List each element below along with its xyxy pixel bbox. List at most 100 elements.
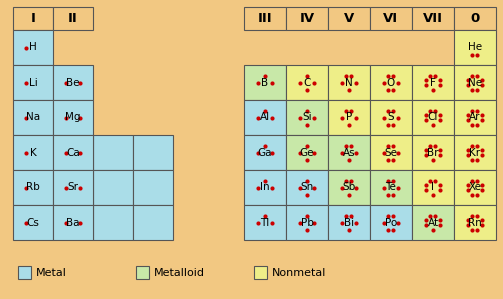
Bar — [328, 135, 370, 170]
Bar — [454, 65, 496, 100]
Bar — [454, 135, 496, 170]
Text: K: K — [30, 147, 36, 158]
Bar — [18, 266, 31, 278]
Bar — [328, 170, 370, 205]
Bar — [412, 135, 454, 170]
Bar — [93, 170, 133, 205]
Text: Rb: Rb — [26, 182, 40, 193]
Bar — [286, 205, 328, 240]
Text: Nonmetal: Nonmetal — [272, 268, 326, 278]
Text: Sr: Sr — [67, 182, 78, 193]
Text: H: H — [29, 42, 37, 53]
Bar — [412, 205, 454, 240]
Text: Kr: Kr — [469, 147, 480, 158]
Bar — [370, 135, 412, 170]
Text: Pb: Pb — [301, 217, 313, 228]
Bar — [244, 135, 286, 170]
Bar — [454, 100, 496, 135]
Text: Metal: Metal — [36, 268, 67, 278]
Text: Li: Li — [29, 77, 37, 88]
Text: Xe: Xe — [468, 182, 481, 193]
Text: As: As — [343, 147, 355, 158]
Bar — [244, 65, 286, 100]
Text: Si: Si — [302, 112, 312, 123]
Bar — [53, 135, 93, 170]
Text: Ar: Ar — [469, 112, 481, 123]
Bar — [13, 30, 53, 65]
Text: Se: Se — [384, 147, 397, 158]
Bar — [244, 205, 286, 240]
Text: B: B — [262, 77, 269, 88]
Bar — [13, 7, 53, 30]
Bar — [136, 266, 149, 278]
Bar — [244, 7, 286, 30]
Bar — [13, 135, 53, 170]
Bar — [412, 65, 454, 100]
Text: VII: VII — [423, 12, 443, 25]
Bar — [286, 135, 328, 170]
Bar — [53, 170, 93, 205]
Bar — [412, 170, 454, 205]
Text: IV: IV — [299, 12, 314, 25]
Text: S: S — [388, 112, 394, 123]
Bar — [286, 100, 328, 135]
Bar — [370, 205, 412, 240]
Bar — [133, 205, 173, 240]
Text: Ca: Ca — [66, 147, 80, 158]
Bar — [13, 205, 53, 240]
Bar — [244, 100, 286, 135]
Bar — [286, 170, 328, 205]
Bar — [454, 7, 496, 30]
Bar — [53, 205, 93, 240]
Text: Rn: Rn — [468, 217, 482, 228]
Bar — [454, 205, 496, 240]
Text: Tl: Tl — [261, 217, 270, 228]
Bar — [412, 100, 454, 135]
Text: P: P — [346, 112, 352, 123]
Text: F: F — [430, 77, 436, 88]
Text: Cl: Cl — [428, 112, 438, 123]
Text: Sn: Sn — [300, 182, 314, 193]
Text: O: O — [387, 77, 395, 88]
Text: 0: 0 — [470, 12, 480, 25]
Bar — [286, 65, 328, 100]
Text: In: In — [260, 182, 270, 193]
Text: I: I — [31, 12, 35, 25]
Bar — [244, 170, 286, 205]
Text: Po: Po — [385, 217, 397, 228]
Text: N: N — [345, 77, 353, 88]
Text: Ne: Ne — [468, 77, 482, 88]
Text: Te: Te — [386, 182, 396, 193]
Bar — [454, 30, 496, 65]
Bar — [254, 266, 267, 278]
Text: At: At — [428, 217, 439, 228]
Text: Na: Na — [26, 112, 40, 123]
Bar — [286, 7, 328, 30]
Bar — [53, 7, 93, 30]
Text: Ga: Ga — [258, 147, 272, 158]
Text: Metalloid: Metalloid — [154, 268, 205, 278]
Text: C: C — [303, 77, 311, 88]
Text: He: He — [468, 42, 482, 53]
Bar — [133, 170, 173, 205]
Bar — [328, 65, 370, 100]
Text: Mg: Mg — [65, 112, 81, 123]
Text: Ge: Ge — [300, 147, 314, 158]
Bar — [13, 100, 53, 135]
Text: II: II — [68, 12, 78, 25]
Bar — [370, 7, 412, 30]
Text: Al: Al — [260, 112, 270, 123]
Bar — [53, 100, 93, 135]
Bar — [370, 170, 412, 205]
Text: V: V — [344, 12, 354, 25]
Text: Sb: Sb — [343, 182, 356, 193]
Bar — [93, 205, 133, 240]
Text: Ba: Ba — [66, 217, 80, 228]
Bar — [454, 170, 496, 205]
Bar — [13, 65, 53, 100]
Bar — [328, 7, 370, 30]
Bar — [328, 100, 370, 135]
Bar — [370, 100, 412, 135]
Bar — [93, 135, 133, 170]
Bar — [53, 65, 93, 100]
